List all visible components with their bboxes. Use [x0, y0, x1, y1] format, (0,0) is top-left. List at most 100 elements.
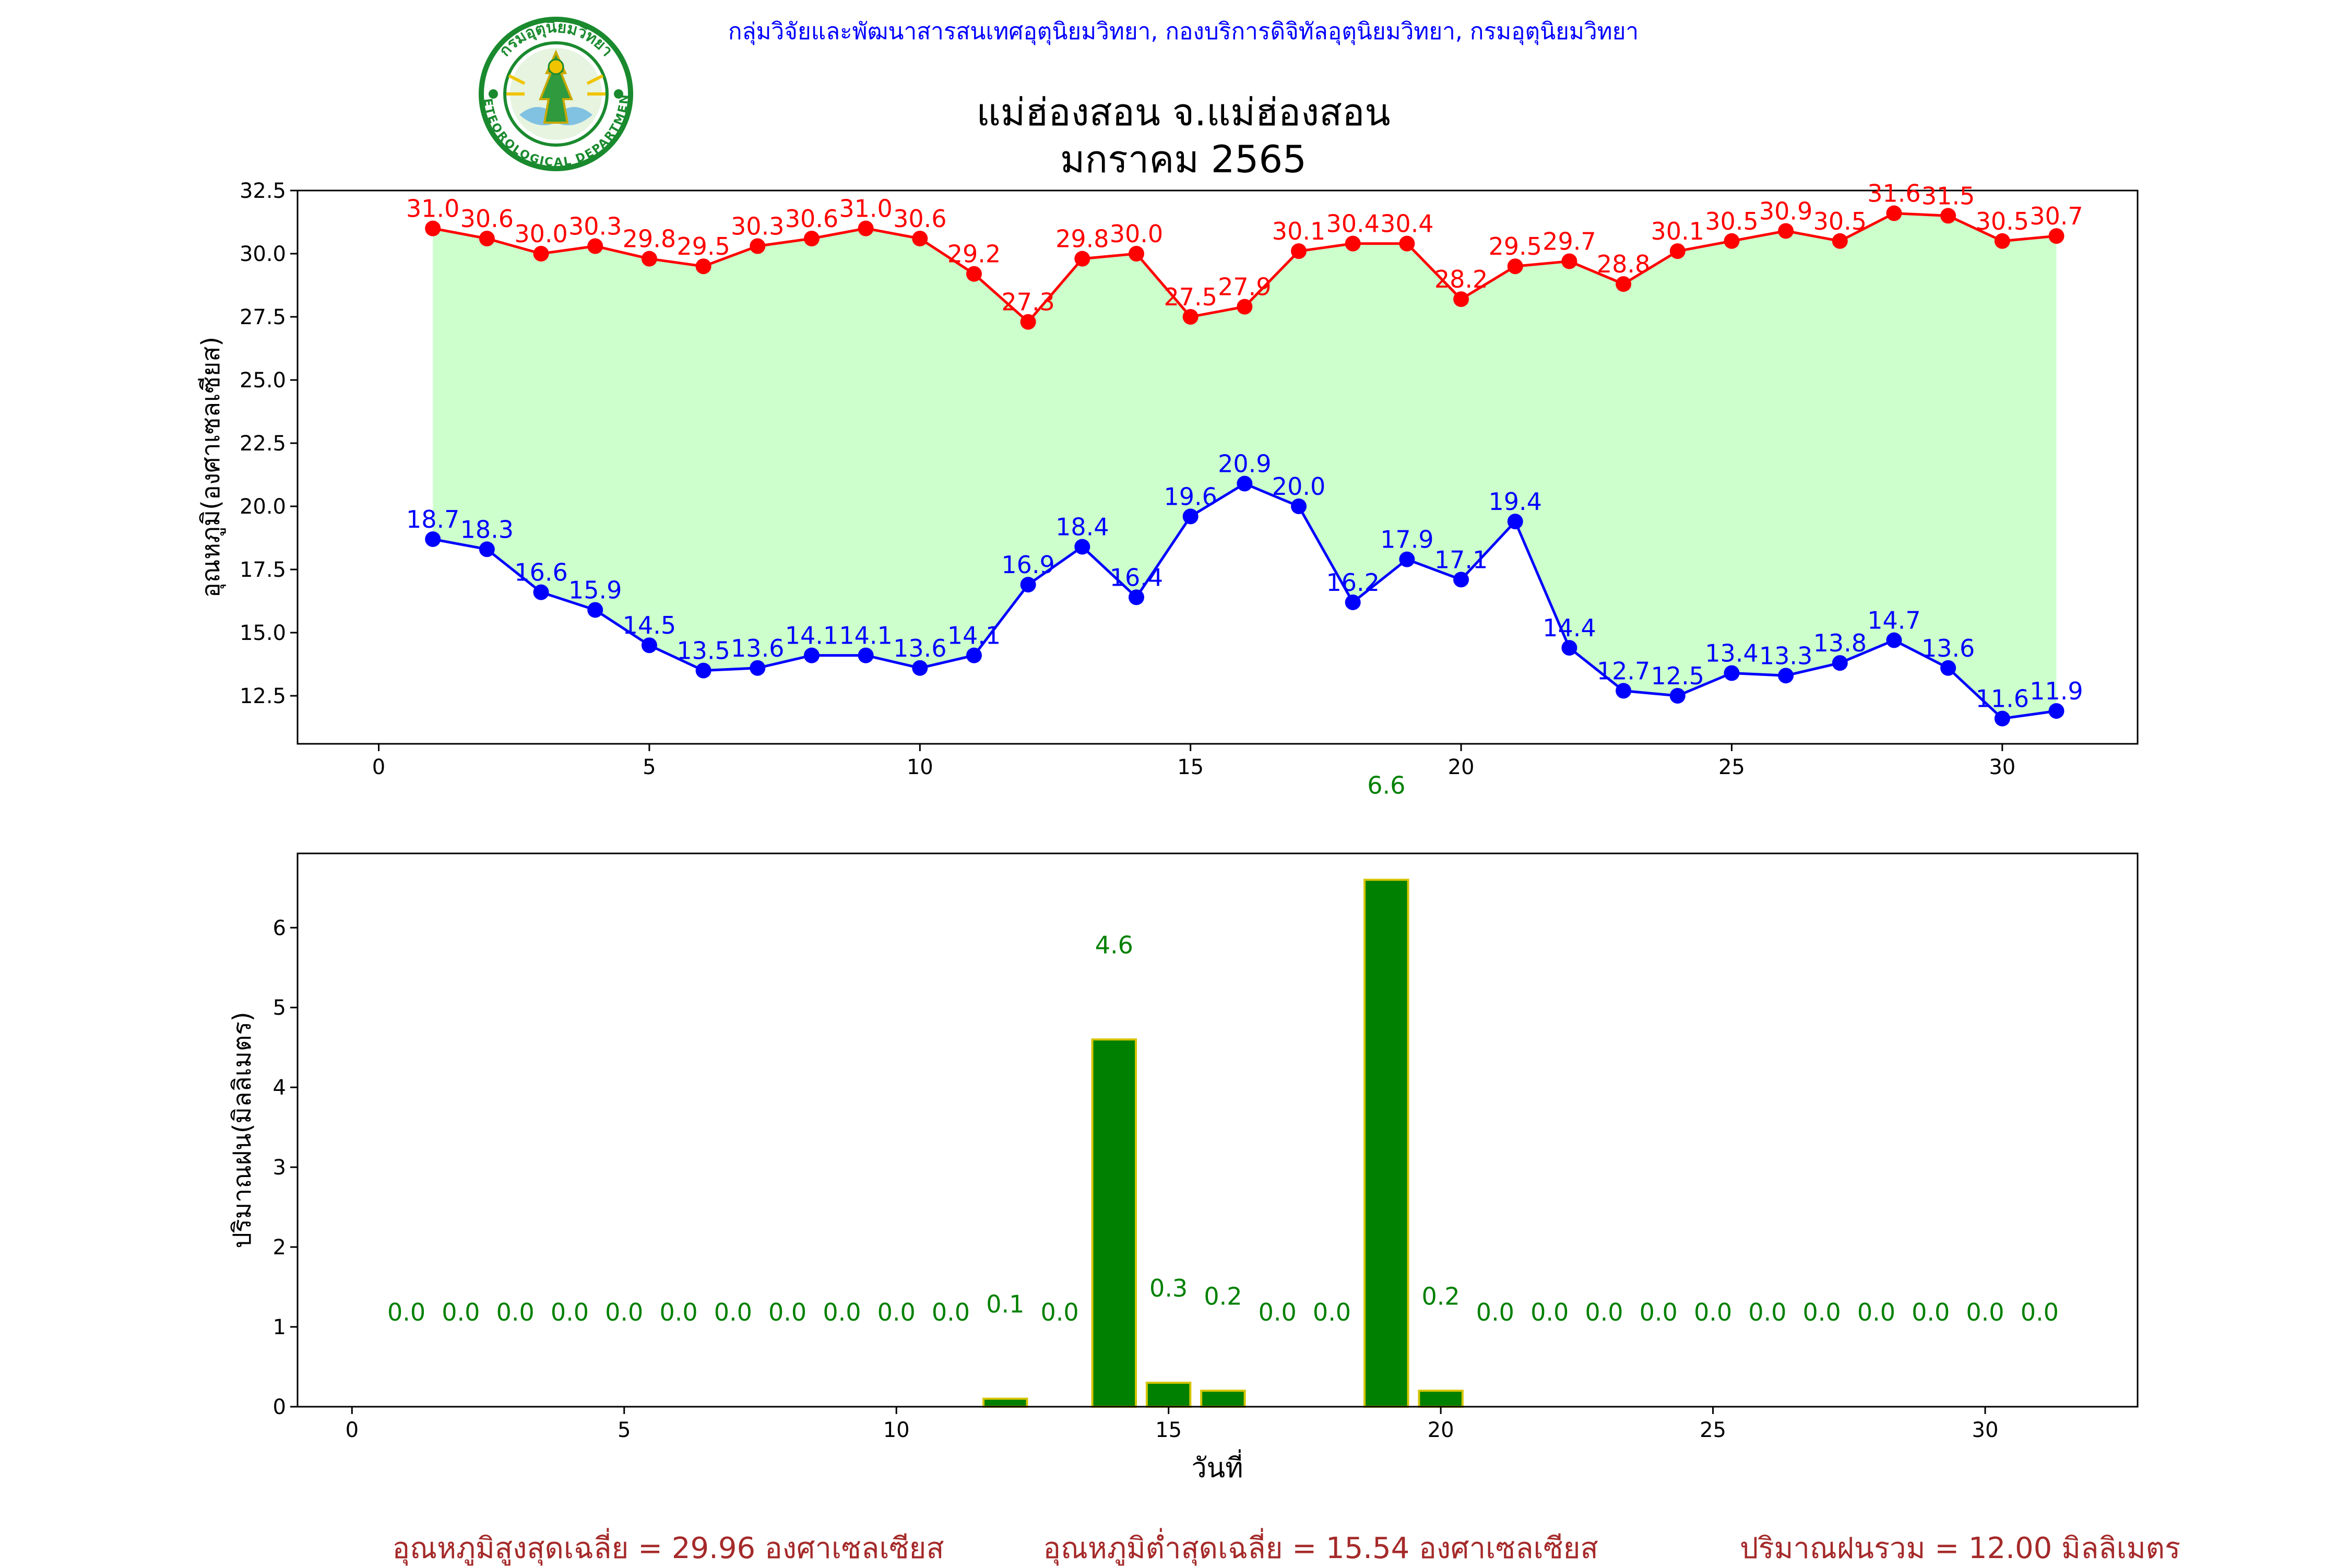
max-temperature-point [1778, 223, 1794, 239]
rainfall-data-label: 0.3 [1149, 1274, 1188, 1302]
rainfall-data-label: 0.0 [496, 1298, 535, 1326]
min-temperature-data-label: 13.6 [731, 634, 784, 662]
max-temperature-point [1291, 243, 1307, 259]
rainfall-x-axis-label: วันที่ [1191, 1449, 1243, 1484]
min-temperature-data-label: 16.2 [1326, 568, 1379, 597]
min-temperature-point [1940, 660, 1956, 676]
min-temperature-data-label: 17.9 [1380, 526, 1433, 554]
max-temperature-data-label: 29.7 [1543, 228, 1596, 256]
min-temperature-point [1778, 668, 1794, 684]
max-temperature-point [803, 230, 820, 246]
rainfall-y-tick-label: 2 [273, 1236, 286, 1260]
max-temperature-point [1724, 233, 1740, 249]
rainfall-data-label: 0.2 [1422, 1282, 1460, 1311]
max-temperature-data-label: 27.5 [1164, 283, 1217, 311]
temperature-x-tick-label: 5 [643, 755, 656, 779]
summary-min-average: อุณหภูมิต่ำสุดเฉลี่ย = 15.54 องศาเซลเซีย… [1043, 1528, 1598, 1566]
max-temperature-point [1237, 299, 1253, 315]
min-temperature-data-label: 13.4 [1705, 639, 1758, 667]
min-temperature-point [1399, 551, 1415, 567]
rainfall-data-label: 0.0 [605, 1298, 643, 1326]
rainfall-data-label: 0.0 [659, 1298, 697, 1326]
min-temperature-point [1616, 683, 1632, 699]
max-temperature-point [641, 251, 657, 267]
rainfall-data-label: 0.0 [823, 1298, 861, 1326]
rainfall-data-label: 0.0 [768, 1298, 806, 1326]
temperature-x-tick-label: 0 [372, 755, 385, 779]
min-temperature-data-label: 13.5 [677, 637, 730, 665]
rainfall-data-label: 0.0 [714, 1298, 752, 1326]
min-temperature-point [425, 531, 441, 547]
rainfall-data-label: 0.0 [387, 1298, 425, 1326]
min-temperature-data-label: 13.6 [893, 634, 946, 662]
min-temperature-point [912, 660, 928, 676]
rainfall-data-label: 0.0 [1313, 1298, 1351, 1326]
max-temperature-point [425, 220, 441, 236]
temperature-y-tick-label: 27.5 [240, 305, 286, 329]
max-temperature-point [1561, 253, 1577, 269]
rainfall-data-label: 0.0 [442, 1298, 480, 1326]
min-temperature-data-label: 14.5 [623, 611, 676, 639]
rainfall-y-tick-label: 5 [273, 996, 286, 1020]
max-temperature-data-label: 30.5 [1976, 207, 2029, 235]
max-temperature-data-label: 29.2 [947, 240, 1001, 268]
min-temperature-point [1182, 508, 1199, 525]
rainfall-data-label: 0.0 [877, 1298, 916, 1326]
temperature-y-tick-label: 20.0 [240, 495, 286, 519]
max-temperature-data-label: 30.0 [514, 220, 567, 248]
max-temperature-data-label: 28.2 [1434, 265, 1488, 293]
min-temperature-data-label: 13.8 [1813, 629, 1867, 657]
min-temperature-point [1074, 539, 1090, 555]
min-temperature-data-label: 13.6 [1921, 634, 1975, 662]
max-temperature-point [966, 266, 982, 282]
rainfall-y-axis-label: ปริมาณฝน(มิลลิเมตร) [228, 1012, 257, 1248]
min-temperature-point [1724, 665, 1740, 681]
min-temperature-point [1832, 655, 1848, 671]
min-temperature-data-label: 18.7 [406, 505, 459, 533]
summary-max-average: อุณหภูมิสูงสุดเฉลี่ย = 29.96 องศาเซลเซีย… [392, 1528, 944, 1566]
min-temperature-data-label: 14.4 [1543, 614, 1596, 642]
min-temperature-data-label: 15.9 [568, 576, 622, 604]
rainfall-data-label: 0.0 [1803, 1298, 1841, 1326]
max-temperature-point [1020, 314, 1036, 330]
rainfall-data-label: 0.0 [1694, 1298, 1732, 1326]
max-temperature-point [750, 238, 766, 254]
max-temperature-data-label: 30.4 [1380, 210, 1433, 238]
rainfall-bar [1363, 878, 1409, 1408]
min-temperature-data-label: 20.0 [1272, 472, 1325, 501]
rainfall-data-label: 0.0 [2021, 1298, 2059, 1326]
temperature-range-fill [433, 213, 2057, 719]
min-temperature-data-label: 14.1 [947, 622, 1001, 650]
max-temperature-data-label: 30.0 [1110, 220, 1163, 248]
max-temperature-point [1453, 291, 1469, 307]
max-temperature-point [533, 246, 549, 262]
max-temperature-data-label: 30.6 [785, 205, 838, 233]
temperature-x-tick-label: 25 [1718, 755, 1745, 779]
rainfall-x-tick-label: 20 [1428, 1418, 1454, 1442]
rainfall-bar [1091, 1038, 1137, 1408]
rainfall-y-tick-label: 0 [273, 1395, 286, 1419]
rainfall-data-label: 0.0 [1040, 1298, 1078, 1326]
min-temperature-point [1886, 632, 1902, 648]
temperature-x-tick-label: 30 [1989, 755, 2015, 779]
max-temperature-data-label: 30.7 [2030, 202, 2083, 230]
max-temperature-data-label: 28.8 [1597, 250, 1650, 278]
max-temperature-data-label: 30.6 [460, 205, 514, 233]
temperature-y-tick-label: 17.5 [240, 558, 286, 582]
min-temperature-data-label: 19.6 [1164, 482, 1217, 510]
max-temperature-data-label: 31.5 [1921, 182, 1975, 210]
temperature-y-tick-label: 15.0 [240, 621, 286, 645]
max-temperature-data-label: 27.3 [1001, 288, 1054, 316]
rainfall-data-label: 0.0 [1966, 1298, 2004, 1326]
rainfall-chart: 0 5 10 15 20 25 30 0 1 2 3 4 5 6 0.0 0.0 0.0 0.0 0.0 0.0 0.… [228, 771, 2139, 1484]
rainfall-data-label: 0.0 [932, 1298, 970, 1326]
max-temperature-point [695, 258, 711, 275]
rainfall-x-tick-label: 0 [346, 1418, 359, 1442]
max-temperature-data-label: 31.6 [1867, 180, 1920, 208]
max-temperature-data-label: 30.1 [1272, 217, 1325, 245]
min-temperature-point [1237, 476, 1253, 492]
min-temperature-data-label: 16.9 [1001, 551, 1054, 579]
min-temperature-point [1669, 688, 1686, 704]
rainfall-data-label: 0.0 [1912, 1298, 1950, 1326]
